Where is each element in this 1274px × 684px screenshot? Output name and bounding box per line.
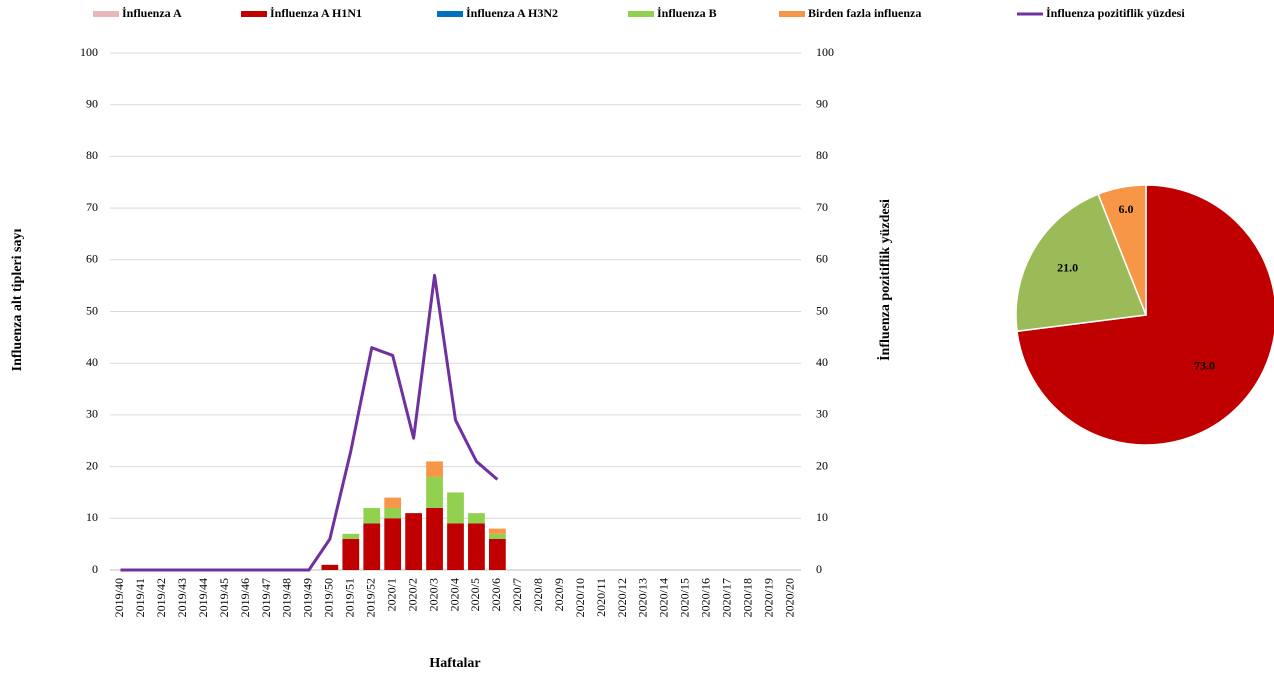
x-tick-label: 2020/20: [782, 578, 796, 617]
legend-label: İnfluenza B: [657, 6, 717, 20]
x-tick-label: 2019/52: [363, 578, 377, 617]
bar: [489, 528, 506, 534]
x-tick-label: 2019/49: [301, 578, 315, 617]
y-tick-label: 60: [86, 252, 98, 266]
x-tick-label: 2019/41: [133, 578, 147, 617]
x-tick-label: 2020/10: [573, 578, 587, 617]
x-tick-label: 2020/17: [719, 578, 733, 617]
x-tick-label: 2019/44: [196, 578, 210, 617]
x-tick-label: 2020/16: [699, 578, 713, 617]
y-tick-label: 50: [86, 303, 98, 317]
x-tick-label: 2020/4: [447, 578, 461, 611]
y2-axis-title: İnfluenza pozitiflik yüzdesi: [876, 199, 893, 361]
x-tick-label: 2020/12: [615, 578, 629, 617]
y2-tick-label: 60: [816, 252, 828, 266]
y2-tick-label: 80: [816, 148, 828, 162]
bar: [321, 564, 339, 570]
y-tick-label: 100: [80, 45, 98, 59]
pie-slice: [1015, 193, 1148, 333]
bar: [426, 461, 443, 477]
bar: [384, 507, 402, 519]
x-tick-label: 2019/43: [175, 578, 189, 617]
y2-tick-label: 30: [816, 407, 828, 421]
y2-tick-label: 40: [816, 355, 828, 369]
y-tick-label: 80: [86, 148, 98, 162]
pie-value-label: 6.0: [1119, 202, 1134, 216]
x-tick-label: 2020/3: [426, 578, 440, 611]
y-axis-title: Influenza alt tipleri sayı: [10, 229, 25, 372]
bar: [426, 476, 443, 508]
x-tick-label: 2019/45: [217, 578, 231, 617]
bar: [405, 513, 422, 570]
y-tick-label: 40: [86, 355, 98, 369]
y2-tick-label: 50: [816, 303, 828, 317]
x-tick-label: 2019/46: [238, 578, 252, 617]
x-tick-label: 2019/42: [154, 578, 168, 617]
y-tick-label: 10: [86, 510, 98, 524]
x-tick-label: 2020/15: [678, 578, 692, 617]
bar: [426, 507, 443, 570]
x-tick-label: 2020/5: [468, 578, 482, 611]
y2-tick-label: 0: [816, 562, 822, 576]
x-axis-title: Haftalar: [429, 656, 480, 671]
bar: [447, 523, 464, 570]
pie-value-label: 73.0: [1194, 358, 1215, 372]
x-tick-label: 2019/40: [112, 578, 126, 617]
x-tick-label: 2019/51: [343, 578, 357, 617]
x-tick-label: 2020/11: [594, 578, 608, 617]
x-tick-label: 2020/2: [405, 578, 419, 611]
bar: [342, 533, 360, 539]
y2-tick-label: 20: [816, 458, 828, 472]
pie-value-label: 21.0: [1057, 260, 1078, 274]
bar: [489, 538, 506, 570]
bar: [384, 497, 402, 508]
pie-slice: [1016, 184, 1274, 446]
x-tick-label: 2020/19: [761, 578, 775, 617]
y-tick-label: 90: [86, 96, 98, 110]
y-tick-label: 30: [86, 407, 98, 421]
x-tick-label: 2020/14: [657, 578, 671, 617]
legend-label: İnfluenza A H3N2: [466, 6, 558, 20]
bar: [363, 507, 381, 524]
x-tick-label: 2020/7: [510, 578, 524, 611]
legend-label: İnfluenza pozitiflik yüzdesi: [1046, 6, 1185, 20]
x-tick-label: 2020/8: [531, 578, 545, 611]
x-tick-label: 2019/50: [322, 578, 336, 617]
bar: [363, 523, 381, 570]
x-tick-label: 2020/1: [384, 578, 398, 611]
pie-slice: [1097, 184, 1147, 316]
x-tick-label: 2020/18: [740, 578, 754, 617]
line-series: [120, 273, 499, 572]
x-tick-label: 2019/47: [259, 578, 273, 617]
y2-tick-label: 70: [816, 200, 828, 214]
y2-tick-label: 100: [816, 45, 834, 59]
y2-tick-label: 10: [816, 510, 828, 524]
bar: [384, 518, 402, 570]
y-tick-label: 20: [86, 458, 98, 472]
bar: [342, 538, 360, 570]
bar: [447, 492, 464, 524]
bar: [468, 523, 485, 570]
legend-label: Birden fazla influenza: [808, 6, 921, 20]
legend-label: İnfluenza A H1N1: [270, 6, 362, 20]
bar: [489, 533, 506, 539]
y-tick-label: 70: [86, 200, 98, 214]
legend-label: İnfluenza A: [122, 6, 182, 20]
x-tick-label: 2019/48: [280, 578, 294, 617]
x-tick-label: 2020/6: [489, 578, 503, 611]
bar: [468, 513, 485, 524]
y-tick-label: 0: [92, 562, 98, 576]
x-tick-label: 2020/9: [552, 578, 566, 611]
y2-tick-label: 90: [816, 96, 828, 110]
x-tick-label: 2020/13: [636, 578, 650, 617]
